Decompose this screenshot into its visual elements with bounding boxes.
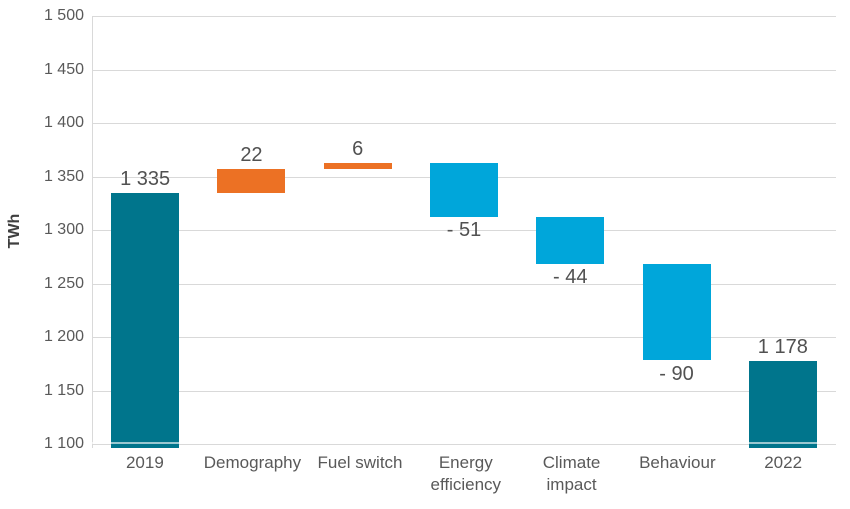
bar-fuel-switch xyxy=(323,162,392,169)
bar-value-label: - 90 xyxy=(659,362,694,385)
y-tick-label: 1 200 xyxy=(43,328,84,345)
x-category-label-2022: 2022 xyxy=(764,453,803,472)
y-tick-label: 1 450 xyxy=(43,60,84,78)
gridline-1150 xyxy=(92,390,836,392)
x-category-label-demography: Demography xyxy=(203,453,302,472)
bar-value-label: - 51 xyxy=(446,219,482,242)
y-tick-label: 1 400 xyxy=(43,114,84,131)
gridline-1300 xyxy=(92,230,836,231)
bar-value-label: 22 xyxy=(240,144,263,166)
x-axis-baseline xyxy=(92,442,836,444)
bar-2019 xyxy=(111,192,180,448)
x-category-label-behaviour: Behaviour xyxy=(639,453,716,472)
gridline-1450 xyxy=(92,69,836,71)
x-category-label-energy-efficiency: Energy efficiency xyxy=(430,453,502,494)
gridline-1200 xyxy=(92,337,836,338)
gridline-1400 xyxy=(92,123,836,124)
bar-value-label: 6 xyxy=(352,137,364,160)
y-tick-label: 1 500 xyxy=(43,7,84,24)
bar-value-label: - 44 xyxy=(553,266,588,289)
bar-2022 xyxy=(748,360,817,448)
x-category-label-climate-impact: Climate impact xyxy=(542,453,601,494)
x-axis-category-labels: 2019 Demography Fuel switch Energy efficien… xyxy=(92,452,836,496)
plot-area: 1 335 22 6 - 51 - 44 - 90 1 178 xyxy=(92,16,836,448)
bar-value-label: 1 178 xyxy=(757,335,808,358)
y-tick-label: 1 300 xyxy=(43,221,84,238)
y-axis-line xyxy=(92,16,93,448)
y-tick-label: 1 150 xyxy=(43,381,84,399)
bar-value-label: 1 335 xyxy=(120,167,171,190)
x-category-label-2019: 2019 xyxy=(125,453,164,472)
x-category-label-fuel-switch: Fuel switch xyxy=(317,453,403,472)
gridline-1500 xyxy=(92,16,836,17)
bar-behaviour xyxy=(642,264,711,361)
bar-energy-efficiency xyxy=(430,162,498,218)
y-tick-label: 1 250 xyxy=(43,274,84,292)
bar-climate-impact xyxy=(536,217,605,265)
y-tick-label: 1 100 xyxy=(43,435,84,452)
gridline-1250 xyxy=(92,283,836,285)
bar-demography xyxy=(217,169,286,193)
gridline-1100 xyxy=(92,444,836,445)
y-tick-label: 1 350 xyxy=(43,167,84,185)
